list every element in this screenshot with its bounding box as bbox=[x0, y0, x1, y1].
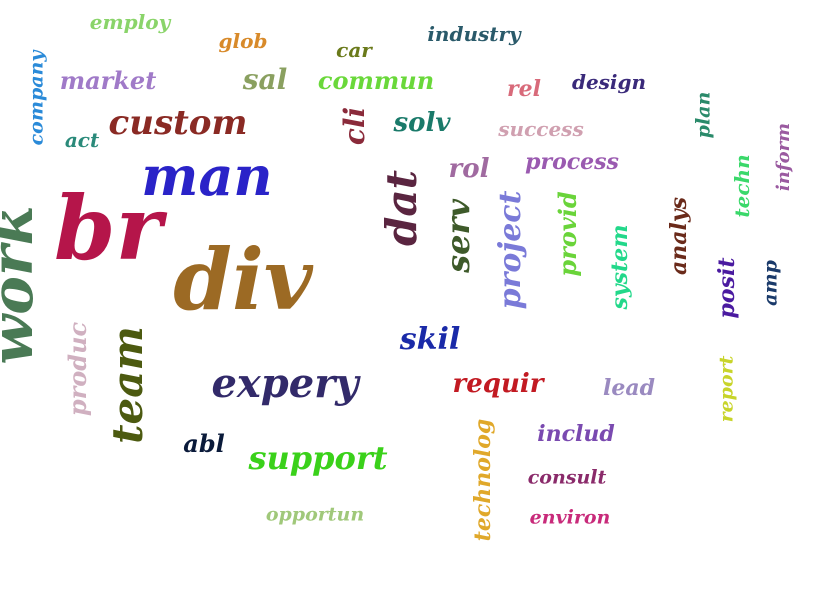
word-market: market bbox=[59, 66, 157, 95]
word-man: man bbox=[141, 144, 273, 208]
word-requir: requir bbox=[452, 369, 544, 399]
word-skil: skil bbox=[399, 322, 461, 357]
word-produc: produc bbox=[63, 321, 92, 417]
word-includ: includ bbox=[537, 421, 615, 447]
word-technolog: technolog bbox=[470, 418, 496, 542]
word-techn: techn bbox=[730, 154, 754, 218]
word-support: support bbox=[248, 439, 388, 477]
word-work: work bbox=[0, 205, 46, 365]
word-posit: posit bbox=[714, 257, 740, 319]
word-environ: environ bbox=[529, 506, 611, 529]
word-plan: plan bbox=[692, 91, 715, 139]
word-process: process bbox=[525, 149, 619, 175]
word-dat: dat bbox=[377, 170, 426, 246]
word-project: project bbox=[493, 190, 528, 310]
word-employ: employ bbox=[89, 10, 171, 34]
word-inform: inform bbox=[773, 122, 794, 192]
word-custom: custom bbox=[108, 103, 248, 143]
word-consult: consult bbox=[527, 466, 607, 489]
word-opportun: opportun bbox=[265, 503, 365, 526]
word-amp: amp bbox=[759, 260, 782, 306]
word-rel: rel bbox=[507, 76, 541, 102]
word-glob: glob bbox=[218, 29, 268, 53]
word-serv: serv bbox=[439, 199, 477, 273]
word-provid: provid bbox=[553, 191, 582, 277]
word-report: report bbox=[715, 355, 738, 423]
word-team: team bbox=[103, 326, 152, 444]
word-div: div bbox=[173, 230, 313, 329]
word-car: car bbox=[336, 38, 372, 62]
word-abl: abl bbox=[183, 429, 225, 458]
word-solv: solv bbox=[393, 108, 451, 138]
word-design: design bbox=[571, 70, 647, 94]
word-rol: rol bbox=[448, 154, 490, 184]
word-br: br bbox=[54, 176, 162, 280]
word-sal: sal bbox=[242, 63, 288, 96]
word-lead: lead bbox=[603, 375, 655, 401]
word-act: act bbox=[64, 128, 100, 152]
word-industry: industry bbox=[427, 22, 521, 46]
word-commun: commun bbox=[317, 66, 435, 95]
word-company: company bbox=[25, 50, 48, 146]
word-success: success bbox=[498, 117, 584, 141]
word-system: system bbox=[607, 224, 633, 310]
word-expery: expery bbox=[211, 360, 359, 407]
word-analys: analys bbox=[666, 196, 692, 276]
word-cli: cli bbox=[338, 106, 371, 146]
